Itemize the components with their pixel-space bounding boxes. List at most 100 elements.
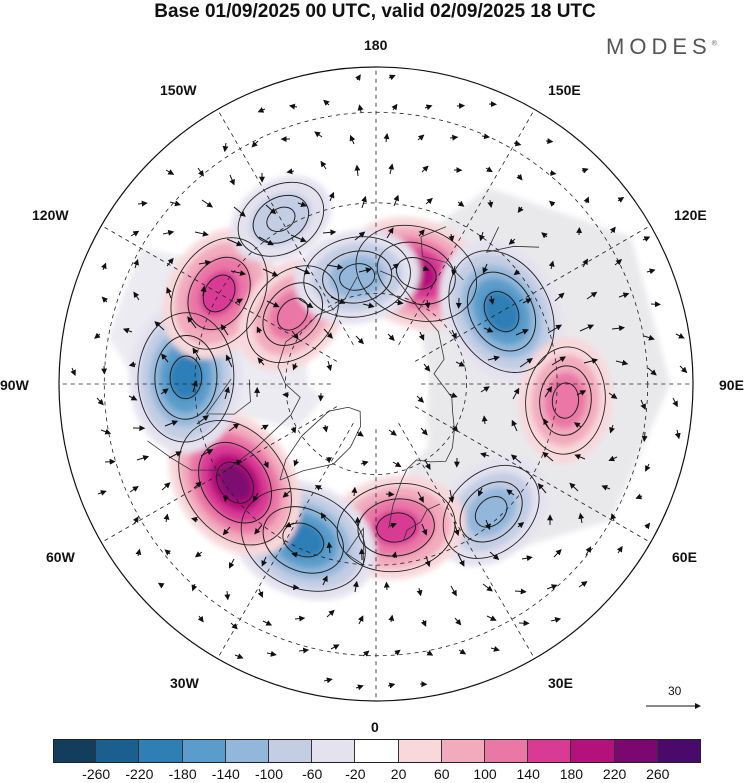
colorbar-tick-label: 260 bbox=[646, 766, 670, 782]
wind-vector bbox=[254, 524, 263, 535]
colorbar-bin bbox=[398, 739, 442, 763]
contour-line bbox=[551, 382, 580, 419]
wind-vector bbox=[323, 99, 330, 106]
wind-vector bbox=[420, 427, 428, 436]
contour-line bbox=[303, 236, 411, 318]
wind-vector bbox=[355, 335, 364, 345]
wind-vector bbox=[314, 485, 323, 491]
wind-vector bbox=[354, 516, 361, 529]
wind-vector bbox=[583, 196, 590, 204]
wind-vector bbox=[554, 292, 565, 302]
wind-vector bbox=[70, 367, 76, 377]
wind-vector bbox=[416, 395, 425, 403]
wind-vector bbox=[194, 230, 209, 237]
wind-vector bbox=[230, 270, 247, 276]
coastline bbox=[279, 406, 361, 481]
wind-vector bbox=[355, 684, 364, 691]
wind-vector bbox=[260, 424, 269, 431]
wind-vector bbox=[161, 353, 169, 363]
lon-label-30w: 30W bbox=[170, 675, 199, 691]
wind-vector bbox=[388, 429, 397, 436]
colorbar-bin bbox=[485, 739, 529, 763]
wind-vector bbox=[546, 584, 558, 590]
lon-label-60w: 60W bbox=[46, 549, 75, 565]
wind-vector bbox=[266, 300, 280, 308]
colorbar-bin bbox=[657, 739, 701, 763]
wind-vector bbox=[643, 334, 655, 341]
wind-vector bbox=[453, 521, 460, 537]
wind-vector bbox=[288, 103, 298, 110]
contour-line bbox=[246, 265, 340, 364]
wind-vector bbox=[647, 367, 657, 376]
wind-vector bbox=[286, 168, 295, 175]
wind-vector bbox=[192, 347, 201, 361]
wind-vector bbox=[96, 397, 104, 406]
wind-vector bbox=[585, 546, 592, 556]
wind-vector bbox=[544, 386, 553, 398]
wind-vector bbox=[519, 358, 533, 368]
meridian-line bbox=[217, 109, 354, 345]
contour-line bbox=[137, 312, 235, 443]
wind-vector bbox=[164, 549, 171, 556]
wind-vector bbox=[609, 424, 615, 434]
wind-vector bbox=[645, 463, 651, 472]
wind-vector bbox=[351, 486, 358, 497]
wind-vector bbox=[516, 173, 523, 181]
wind-vector bbox=[451, 425, 459, 432]
wind-vector bbox=[451, 265, 457, 276]
wind-vector bbox=[426, 650, 434, 656]
wind-vector bbox=[357, 104, 364, 113]
coastline bbox=[420, 226, 464, 281]
colorbar-tick-label: 220 bbox=[602, 766, 627, 782]
wind-vector bbox=[291, 551, 299, 558]
low-west-russia bbox=[434, 457, 548, 567]
wind-vector bbox=[421, 165, 429, 173]
wind-vector bbox=[256, 326, 263, 334]
wind-vector bbox=[422, 265, 430, 272]
colorbar-frame bbox=[53, 739, 701, 763]
colorbar-bin bbox=[312, 739, 356, 763]
meridian-line bbox=[217, 423, 354, 659]
wind-vector bbox=[608, 392, 618, 399]
wind-vector bbox=[551, 356, 566, 366]
wind-vector bbox=[232, 459, 243, 466]
wind-vector bbox=[326, 609, 335, 618]
wind-vector bbox=[314, 131, 323, 138]
wind-vector bbox=[361, 195, 367, 209]
colorbar-bin bbox=[53, 739, 97, 763]
wind-vector bbox=[362, 650, 370, 657]
colorbar-bin bbox=[571, 739, 615, 763]
wind-vector bbox=[420, 619, 427, 627]
wind-vector bbox=[573, 422, 582, 429]
wind-vector bbox=[480, 452, 490, 458]
wind-vector bbox=[293, 458, 300, 467]
brand-text: MODES bbox=[606, 34, 712, 59]
wind-vector bbox=[574, 454, 586, 460]
wind-vector bbox=[291, 330, 299, 340]
wind-vector bbox=[608, 455, 618, 462]
wind-vector bbox=[450, 585, 457, 597]
wind-vector bbox=[198, 259, 212, 266]
wind-vector bbox=[512, 387, 520, 400]
wind-vector bbox=[387, 333, 395, 341]
wind-vector bbox=[423, 363, 431, 372]
wind-vector bbox=[97, 490, 107, 496]
wind-vector bbox=[101, 296, 108, 303]
wind-vector bbox=[225, 354, 233, 368]
wind-vector bbox=[448, 392, 458, 398]
colorbar-bin bbox=[614, 739, 658, 763]
coastline bbox=[403, 503, 440, 541]
wind-vector bbox=[294, 266, 311, 275]
wind-vector bbox=[642, 236, 651, 242]
map-title: Base 01/09/2025 00 UTC, valid 02/09/2025… bbox=[154, 1, 596, 22]
wind-vector bbox=[511, 419, 518, 432]
wind-vector bbox=[129, 486, 139, 493]
wind-vector bbox=[550, 617, 562, 623]
wind-vector bbox=[549, 200, 556, 207]
wind-vector bbox=[349, 134, 356, 145]
wind-vector bbox=[424, 299, 431, 309]
colorbar-tick-label: -100 bbox=[254, 766, 284, 782]
wind-vector bbox=[581, 167, 589, 174]
wind-vector bbox=[228, 558, 235, 569]
wind-vector bbox=[517, 521, 525, 529]
